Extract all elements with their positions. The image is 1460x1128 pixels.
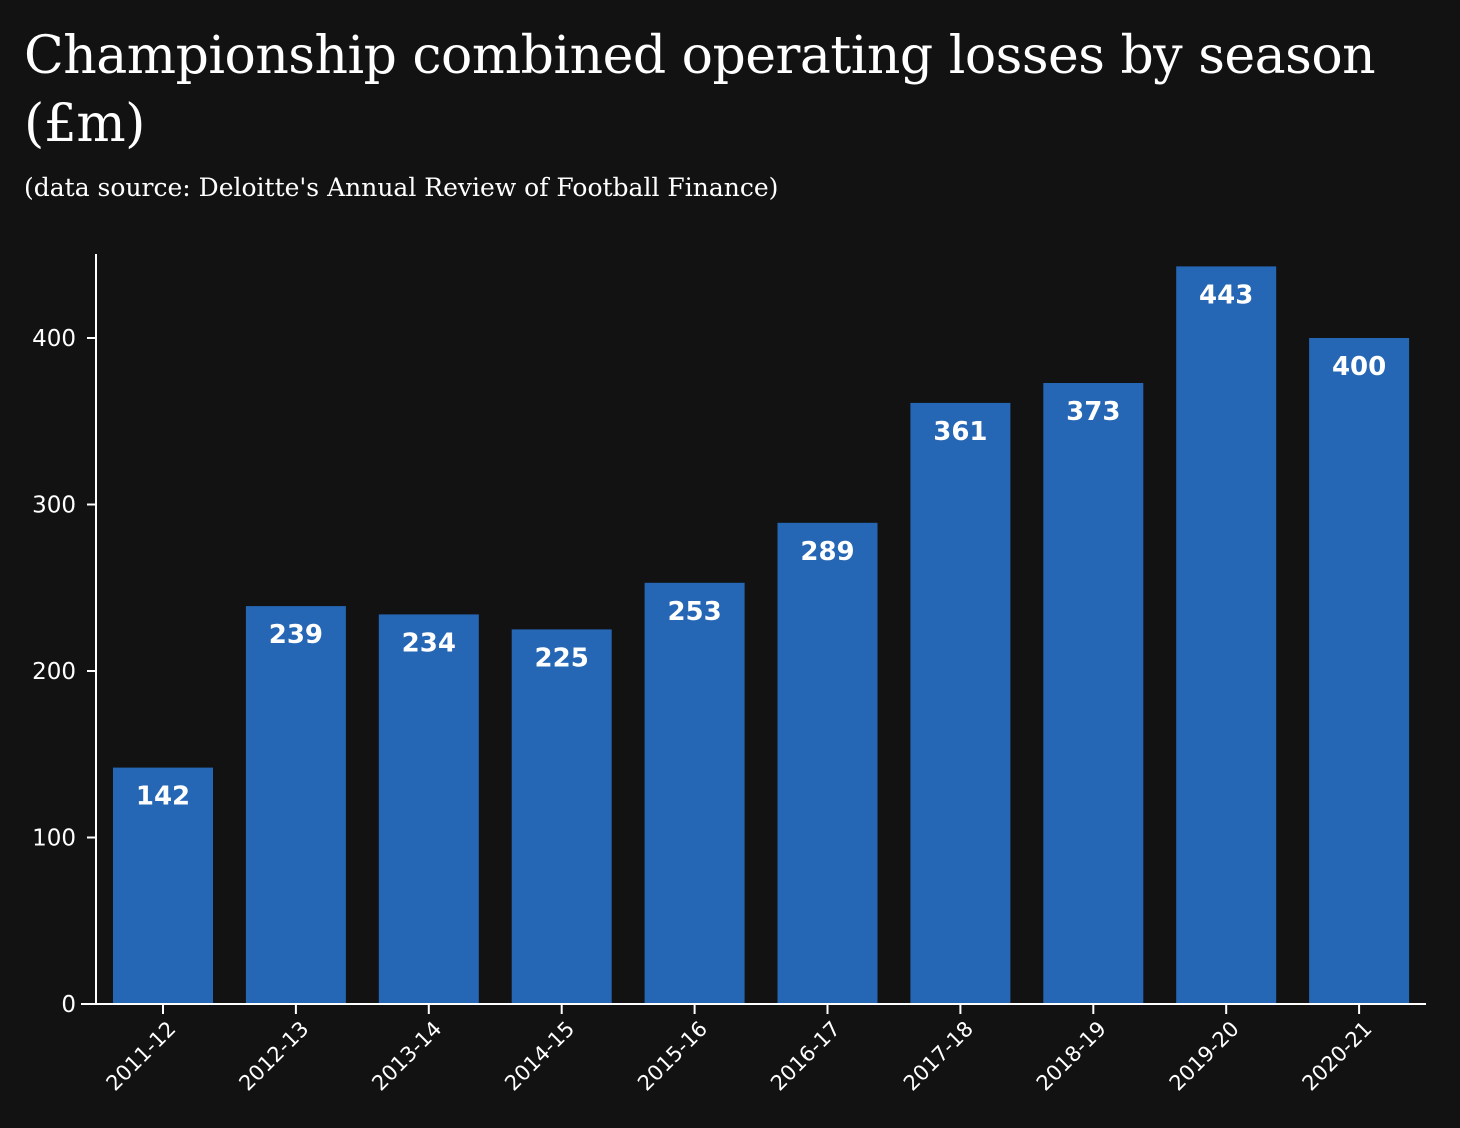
bar-2016-17 bbox=[777, 522, 878, 1004]
x-tick-label-2014-15: 2014-15 bbox=[500, 1017, 579, 1096]
data-label-2018-19: 373 bbox=[1066, 397, 1120, 427]
data-label-2015-16: 253 bbox=[667, 597, 721, 627]
bar-2011-12 bbox=[113, 767, 213, 1004]
data-label-2014-15: 225 bbox=[535, 643, 589, 673]
y-tick-label-200: 200 bbox=[32, 659, 76, 685]
x-tick-label-2018-19: 2018-19 bbox=[1032, 1017, 1111, 1096]
x-tick-label-2012-13: 2012-13 bbox=[234, 1017, 313, 1096]
bar-2017-18 bbox=[910, 402, 1011, 1004]
x-tick-label-2017-18: 2017-18 bbox=[899, 1017, 978, 1096]
x-tick-label-2019-20: 2019-20 bbox=[1165, 1017, 1244, 1096]
x-tick-label-2013-14: 2013-14 bbox=[367, 1017, 446, 1096]
x-tick-label-2015-16: 2015-16 bbox=[633, 1017, 712, 1096]
bar-2018-19 bbox=[1043, 383, 1144, 1004]
data-label-2017-18: 361 bbox=[933, 417, 987, 447]
chart-subtitle: (data source: Deloitte's Annual Review o… bbox=[24, 173, 779, 202]
x-tick-label-2020-21: 2020-21 bbox=[1298, 1017, 1377, 1096]
y-tick-label-300: 300 bbox=[32, 493, 76, 519]
y-tick-label-0: 0 bbox=[61, 992, 76, 1018]
x-axis: 2011-12 2012-13 2013-14 2014-15 2015-16 2016-… bbox=[81, 1003, 1426, 1096]
data-label-2020-21: 400 bbox=[1332, 352, 1386, 382]
bar-2013-14 bbox=[378, 614, 479, 1004]
data-labels-group: 142 239 234 225 253 289 361 373 443 400 bbox=[136, 280, 1386, 811]
bar-2012-13 bbox=[245, 606, 346, 1004]
chart-title: Championship combined operating losses b… bbox=[24, 26, 1376, 154]
data-label-2016-17: 289 bbox=[800, 537, 854, 567]
bar-2019-20 bbox=[1176, 266, 1277, 1004]
x-tick-label-2016-17: 2016-17 bbox=[766, 1017, 845, 1096]
bar-2015-16 bbox=[644, 582, 745, 1004]
bar-2020-21 bbox=[1309, 338, 1410, 1004]
y-tick-label-400: 400 bbox=[32, 326, 76, 352]
bar-2014-15 bbox=[511, 629, 612, 1004]
data-label-2013-14: 234 bbox=[402, 628, 456, 658]
x-tick-label-2011-12: 2011-12 bbox=[102, 1017, 181, 1096]
bars-group bbox=[113, 266, 1410, 1004]
y-axis: 0 100 200 300 400 bbox=[32, 254, 97, 1018]
data-label-2011-12: 142 bbox=[136, 782, 190, 812]
data-label-2012-13: 239 bbox=[269, 620, 323, 650]
data-label-2019-20: 443 bbox=[1199, 280, 1253, 310]
y-tick-label-100: 100 bbox=[32, 826, 76, 852]
